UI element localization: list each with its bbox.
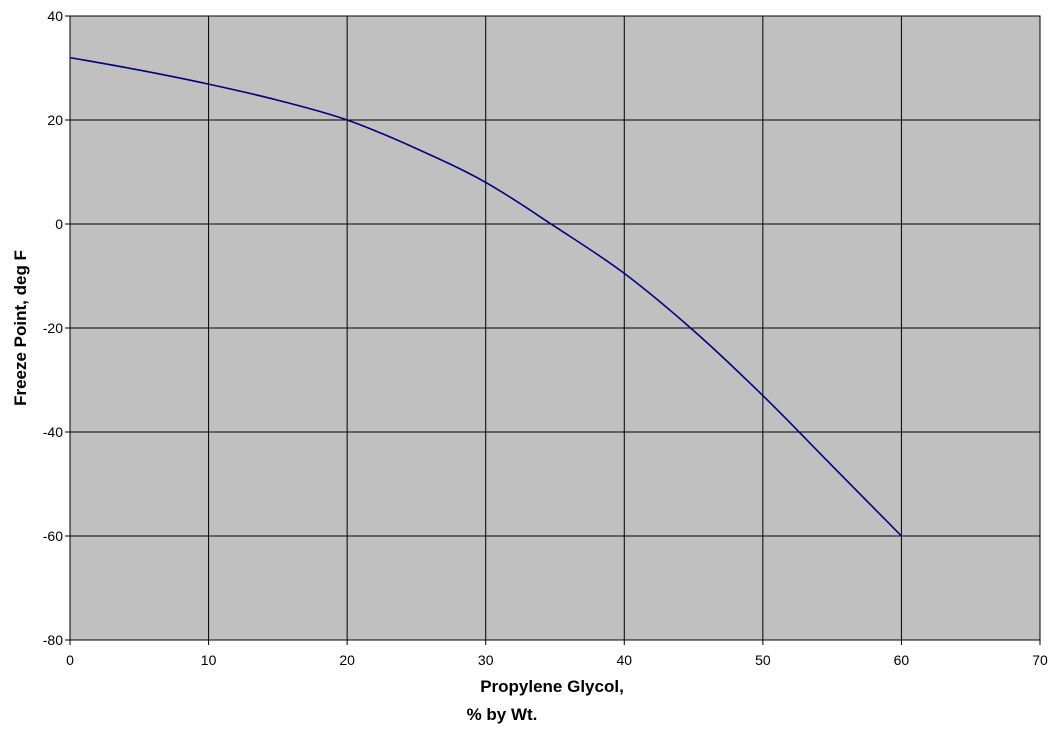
x-tick-label: 20 xyxy=(339,652,355,668)
y-tick-label: -40 xyxy=(43,424,63,440)
series-layer xyxy=(69,56,902,537)
x-tick-label: 60 xyxy=(894,652,910,668)
y-tick-label: -60 xyxy=(43,528,63,544)
x-axis-ticks: 0 10 20 30 40 50 60 70 xyxy=(66,640,1048,668)
x-tick-label: 40 xyxy=(616,652,632,668)
x-tick-label: 0 xyxy=(66,652,74,668)
x-tick-label: 10 xyxy=(201,652,217,668)
y-tick-label: -20 xyxy=(43,320,63,336)
y-tick-label: 0 xyxy=(55,216,63,232)
series-line xyxy=(69,56,902,537)
y-axis-ticks: 40 20 0 -20 -40 -60 -80 xyxy=(43,8,70,648)
y-tick-label: 40 xyxy=(47,8,63,24)
x-tick-label: 30 xyxy=(478,652,494,668)
x-axis-title-line-1: Propylene Glycol, xyxy=(480,677,624,696)
y-tick-label: -80 xyxy=(43,632,63,648)
x-tick-label: 50 xyxy=(755,652,771,668)
y-tick-label: 20 xyxy=(47,112,63,128)
y-axis-title: Freeze Point, deg F xyxy=(11,250,30,406)
x-axis-title-line-2: % by Wt. xyxy=(467,705,538,724)
x-tick-label: 70 xyxy=(1032,652,1048,668)
